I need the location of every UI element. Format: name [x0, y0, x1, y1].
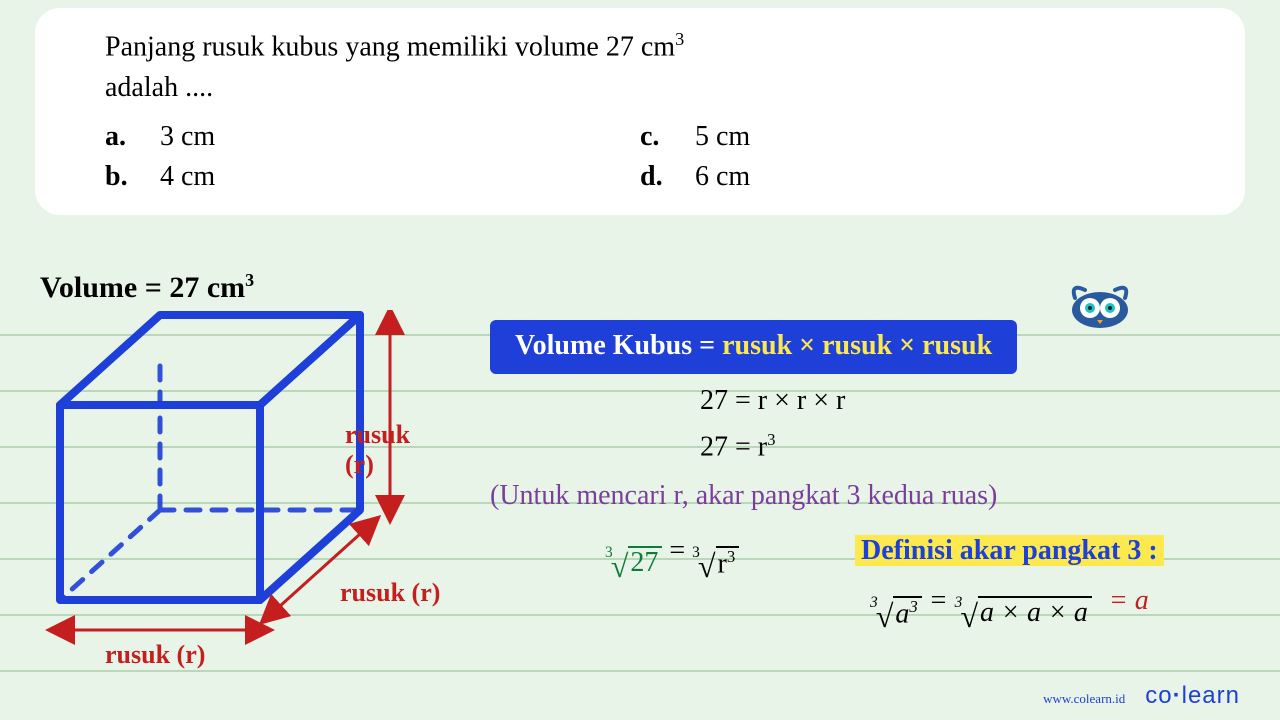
- brand-co: co: [1145, 682, 1172, 709]
- cbrt-right-body: r3: [716, 546, 740, 580]
- step-2-sup: 3: [767, 430, 775, 449]
- option-label: d.: [640, 161, 695, 193]
- formula-bar: Volume Kubus = rusuk × rusuk × rusuk: [490, 320, 1017, 374]
- hint-note: (Untuk mencari r, akar pangkat 3 kedua r…: [490, 480, 997, 512]
- mascot-icon: [1065, 278, 1135, 333]
- option-text: 3 cm: [160, 121, 215, 153]
- def-rhs-body: a × a × a: [978, 596, 1092, 629]
- option-b: b. 4 cm: [105, 161, 640, 193]
- question-line1-sup: 3: [675, 29, 684, 49]
- footer-url: www.colearn.id: [1043, 691, 1125, 707]
- definition-title-text: Definisi akar pangkat 3 :: [855, 535, 1164, 566]
- option-label: c.: [640, 121, 695, 153]
- cube-diagram: rusuk (r) rusuk (r) rusuk (r): [45, 310, 445, 690]
- equals: =: [929, 585, 955, 616]
- cbrt-right-sup: 3: [727, 547, 735, 566]
- def-lhs: 3 √a3: [870, 596, 922, 633]
- edge-label-bottom: rusuk (r): [105, 640, 205, 670]
- option-d: d. 6 cm: [640, 161, 1175, 193]
- cube-svg: [45, 310, 445, 690]
- radical-icon: √: [960, 598, 978, 635]
- cube-root-eq: 3√27 = 3√r3: [605, 535, 739, 583]
- step-2: 27 = r3: [700, 430, 776, 463]
- option-text: 6 cm: [695, 161, 750, 193]
- question-line2: adalah ....: [105, 72, 213, 103]
- option-text: 4 cm: [160, 161, 215, 193]
- option-label: b.: [105, 161, 160, 193]
- brand-dot: ·: [1173, 682, 1182, 709]
- question-line1: Panjang rusuk kubus yang memiliki volume…: [105, 31, 675, 62]
- option-c: c. 5 cm: [640, 121, 1175, 153]
- radical-icon: √: [611, 548, 629, 585]
- radical-icon: √: [698, 548, 716, 585]
- step-1: 27 = r × r × r: [700, 385, 845, 417]
- def-lhs-body: a3: [893, 596, 921, 630]
- def-rhs: 3√a × a × a: [955, 596, 1092, 633]
- cbrt-left-body: 27: [628, 546, 662, 579]
- formula-rhs: rusuk × rusuk × rusuk: [722, 330, 992, 361]
- volume-label-text: Volume = 27 cm: [40, 271, 245, 304]
- cbrt-left: 3√27: [605, 546, 662, 583]
- edge-label-depth: rusuk (r): [340, 578, 440, 608]
- question-text: Panjang rusuk kubus yang memiliki volume…: [105, 26, 1175, 109]
- cbrt-right: 3 √r3: [692, 546, 739, 583]
- volume-label-sup: 3: [245, 270, 254, 290]
- option-a: a. 3 cm: [105, 121, 640, 153]
- def-lhs-sup: 3: [909, 597, 917, 616]
- definition-eq: 3√a3 = 3√a × a × a = a: [870, 585, 1149, 633]
- radical-icon: √: [876, 598, 894, 635]
- step-2-lhs: 27 = r: [700, 431, 767, 462]
- formula-lhs: Volume Kubus =: [515, 330, 722, 361]
- volume-label: Volume = 27 cm3: [40, 270, 254, 305]
- cbrt-right-base: r: [718, 548, 727, 579]
- options-grid: a. 3 cm c. 5 cm b. 4 cm d. 6 cm: [105, 121, 1175, 193]
- footer-brand: co·learn: [1145, 682, 1240, 710]
- option-label: a.: [105, 121, 160, 153]
- def-lhs-base: a: [895, 598, 909, 629]
- footer: www.colearn.id co·learn: [1043, 682, 1240, 710]
- equals: =: [669, 535, 692, 566]
- def-result: = a: [1099, 585, 1149, 616]
- edge-label-right: rusuk (r): [345, 420, 445, 480]
- option-text: 5 cm: [695, 121, 750, 153]
- brand-learn: learn: [1182, 682, 1240, 709]
- question-card: Panjang rusuk kubus yang memiliki volume…: [35, 8, 1245, 215]
- definition-title: Definisi akar pangkat 3 :: [855, 535, 1164, 567]
